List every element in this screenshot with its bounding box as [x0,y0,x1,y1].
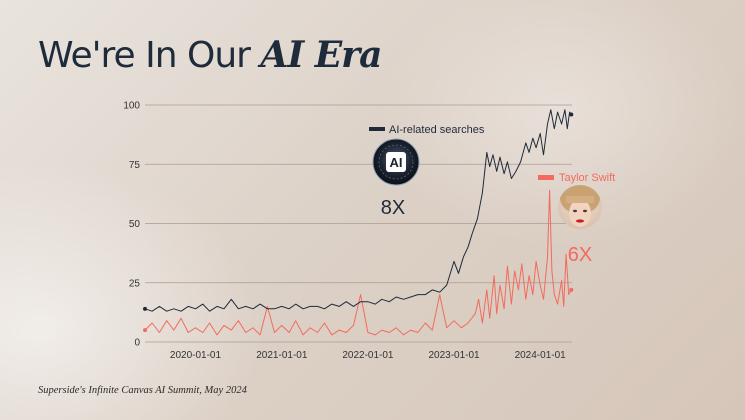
x-tick-label: 2024-01-01 [515,350,567,361]
y-tick-label: 0 [134,338,140,349]
series-end-marker [569,287,574,292]
series-start-marker [143,306,147,311]
legend-label-taylor-swift: Taylor Swift [559,172,615,184]
slide-title: We're In Our AI Era [38,34,382,76]
axis-layer: 0 25 50 75 100 2020-01-01 2021-01-01 2022-01-01… [123,101,615,362]
x-tick-label: 2020-01-01 [170,350,222,361]
source-footnote: Superside's Infinite Canvas AI Summit, M… [38,385,247,396]
y-tick-label: 25 [129,278,141,289]
series-layer [143,109,574,336]
x-tick-label: 2023-01-01 [428,350,480,361]
ai-chip-icon: AI [372,138,420,186]
x-tick-label: 2021-01-01 [256,350,308,361]
legend-swatch-taylor-swift [538,175,554,180]
legend-label-ai-searches: AI-related searches [389,124,485,136]
multiplier-label-ai: 8X [381,197,405,219]
y-tick-label: 75 [129,160,141,171]
series-end-marker [569,112,574,117]
multiplier-label-taylor-swift: 6X [568,244,592,266]
title-plain: We're In Our [38,35,261,76]
title-emphasis: AI Era [260,34,382,76]
series-line-ai-searches [144,109,572,312]
series-line-taylor-swift [144,189,572,336]
taylor-swift-avatar [558,185,602,229]
series-start-marker [143,328,147,333]
y-tick-label: 100 [123,101,140,112]
grid-layer [145,104,572,343]
legend-swatch-ai-searches [369,127,385,131]
y-tick-label: 50 [129,219,141,230]
x-tick-label: 2022-01-01 [342,350,394,361]
ai-chip-label: AI [390,155,403,170]
